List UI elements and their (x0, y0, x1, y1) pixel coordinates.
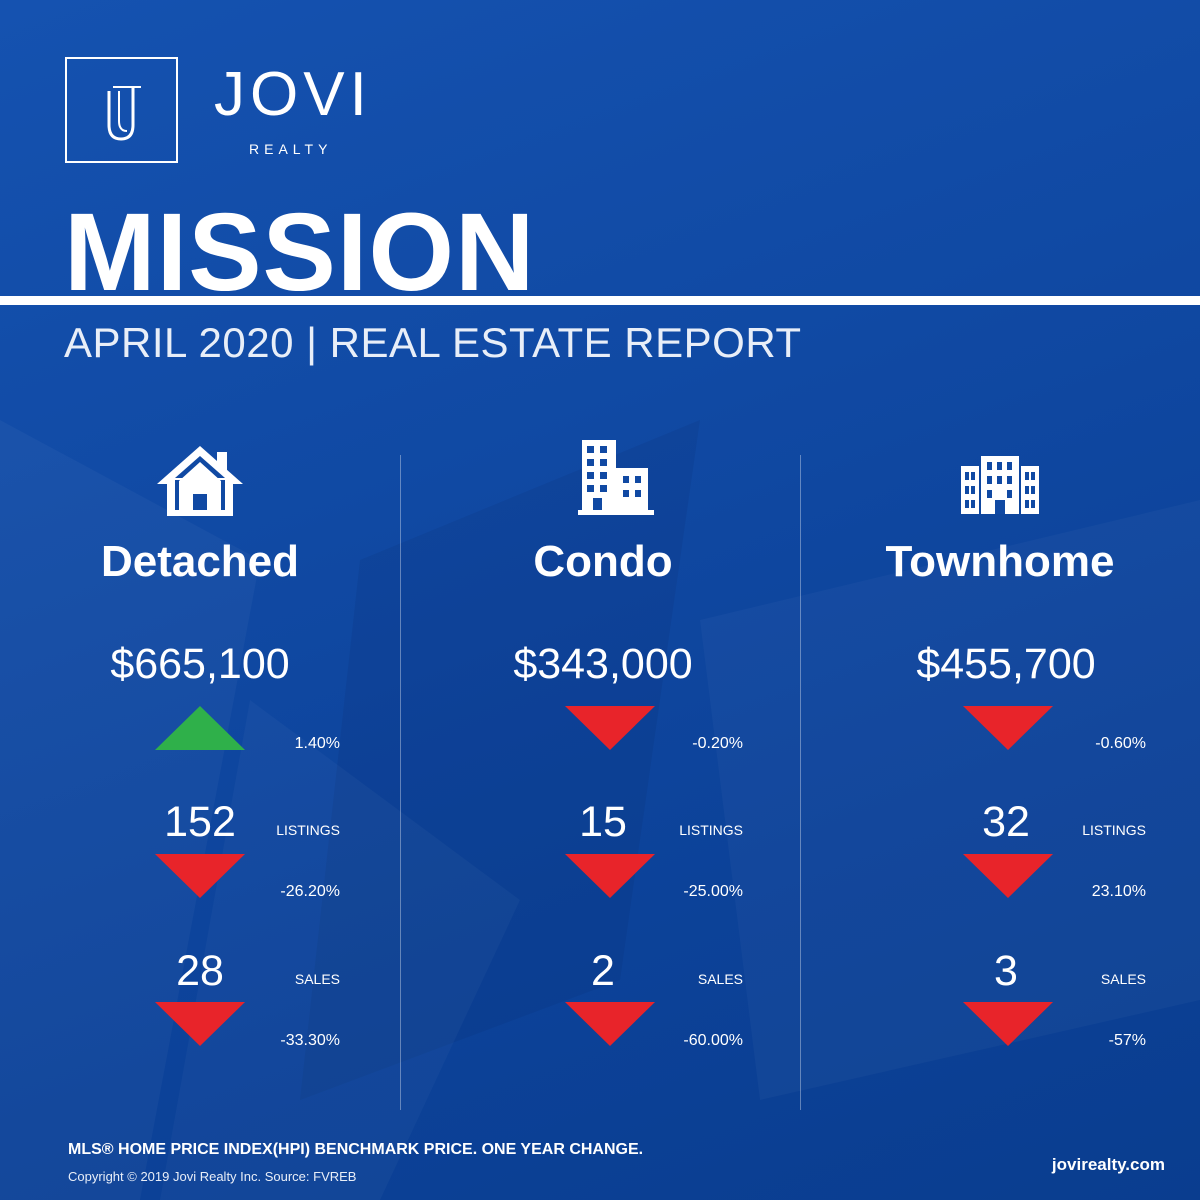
sales-change: -33.30% (280, 1032, 340, 1049)
listings-change: -26.20% (280, 883, 340, 900)
listings-label: LISTINGS (679, 822, 743, 838)
sales-label: SALES (697, 971, 743, 987)
trend-down-icon (155, 854, 245, 898)
sales-count: 2 (591, 947, 615, 995)
trend-down-icon (565, 706, 655, 750)
property-type: Condo (533, 537, 673, 586)
copyright: Copyright © 2019 Jovi Realty Inc. Source… (68, 1169, 357, 1184)
trend-up-icon (155, 706, 245, 750)
trend-down-icon (565, 1002, 655, 1046)
listings-count: 152 (164, 798, 236, 846)
property-type: Detached (100, 537, 300, 586)
column-divider (800, 455, 801, 1110)
brand-name: JOVI (214, 60, 372, 129)
listings-count: 32 (982, 798, 1030, 846)
property-type: Townhome (885, 537, 1115, 586)
townhome-building-icon (961, 456, 1039, 514)
benchmark-price: $343,000 (513, 640, 693, 688)
house-icon (157, 446, 243, 516)
trend-down-icon (963, 1002, 1053, 1046)
sales-change: -60.00% (683, 1032, 743, 1049)
city-title: MISSION (64, 191, 536, 314)
report-subtitle: APRIL 2020 | REAL ESTATE REPORT (64, 319, 802, 366)
trend-down-icon (963, 706, 1053, 750)
column-townhome: Townhome $455,700 -0.60% 32 LISTINGS 23.… (806, 440, 1200, 1080)
listings-count: 15 (579, 798, 627, 846)
price-change: 1.40% (294, 735, 340, 752)
benchmark-price: $455,700 (916, 640, 1096, 688)
price-change: -0.60% (1095, 735, 1146, 752)
listings-change: -25.00% (683, 883, 743, 900)
listings-change: 23.10% (1091, 883, 1146, 900)
sales-change: -57% (1108, 1032, 1146, 1049)
trend-down-icon (963, 854, 1053, 898)
benchmark-price: $665,100 (110, 640, 290, 688)
logo-j-monogram (107, 86, 141, 141)
title-rule (0, 296, 1200, 305)
price-change: -0.20% (692, 735, 743, 752)
footnote: MLS® HOME PRICE INDEX(HPI) BENCHMARK PRI… (68, 1141, 644, 1158)
column-detached: Detached $665,100 1.40% 152 LISTINGS -26… (0, 440, 400, 1080)
column-condo: Condo $343,000 -0.20% 15 LISTINGS -25.00… (403, 440, 803, 1080)
trend-down-icon (155, 1002, 245, 1046)
listings-label: LISTINGS (1082, 822, 1146, 838)
condo-building-icon (578, 440, 654, 515)
brand-subtitle: REALTY (249, 141, 333, 157)
sales-count: 3 (994, 947, 1018, 995)
trend-down-icon (565, 854, 655, 898)
website-link[interactable]: jovirealty.com (1051, 1155, 1165, 1174)
sales-count: 28 (176, 947, 224, 995)
column-divider (400, 455, 401, 1110)
listings-label: LISTINGS (276, 822, 340, 838)
sales-label: SALES (1100, 971, 1146, 987)
sales-label: SALES (294, 971, 340, 987)
logo (65, 57, 178, 163)
